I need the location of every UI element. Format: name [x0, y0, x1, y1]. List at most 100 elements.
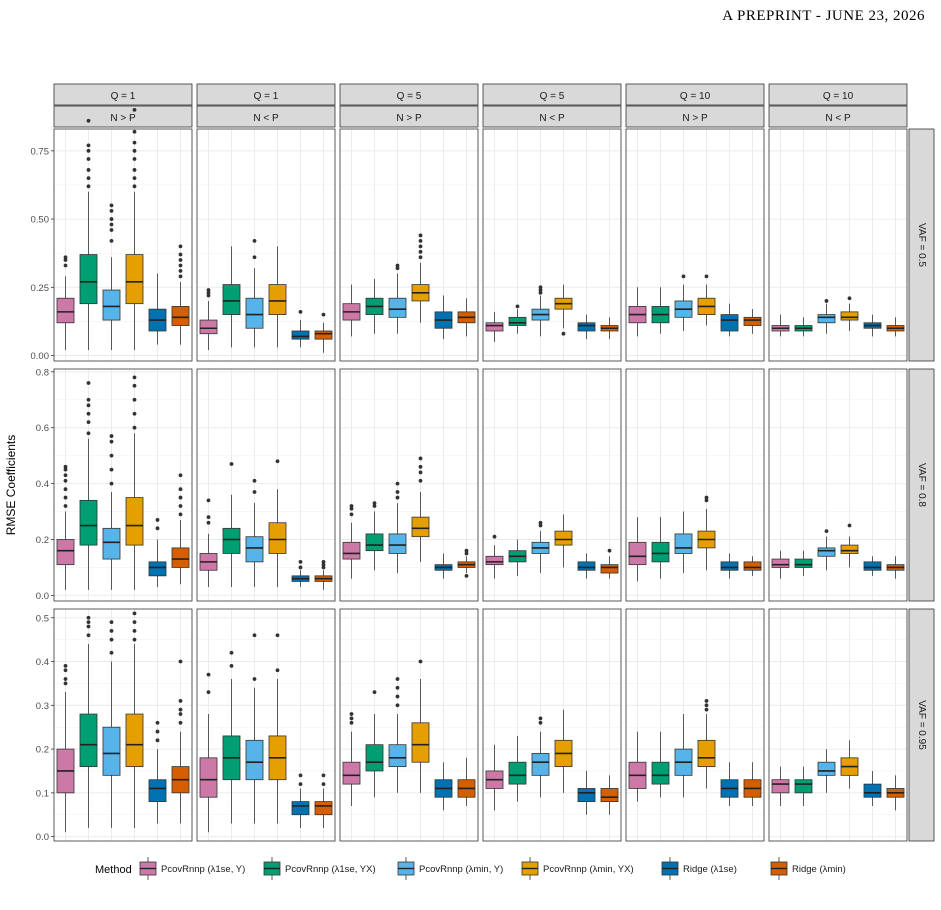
outlier-point	[464, 548, 469, 553]
outlier-point	[132, 375, 137, 380]
box-body	[314, 330, 333, 340]
outlier-point	[178, 720, 183, 725]
box-body	[199, 757, 218, 798]
outlier-point	[321, 312, 326, 317]
panel-background	[626, 369, 764, 601]
panel-background	[626, 609, 764, 841]
outlier-point	[132, 611, 137, 616]
outlier-point	[395, 490, 400, 494]
column-strip-np	[339, 105, 479, 128]
outlier-point	[704, 699, 709, 703]
panel-background	[769, 369, 907, 601]
outlier-point	[86, 118, 91, 123]
box-body	[485, 555, 504, 566]
panel-border	[625, 608, 765, 842]
box-body	[342, 761, 361, 785]
outlier-point	[824, 529, 829, 534]
panel-background	[626, 129, 764, 361]
y-tick-label: 0.4	[36, 479, 49, 490]
outlier-point	[704, 707, 709, 712]
panel-background	[197, 129, 335, 361]
outlier-point	[206, 520, 211, 525]
column-strip-q-label: Q = 5	[397, 91, 422, 102]
outlier-point	[395, 266, 400, 271]
y-tick-label: 0.0	[36, 832, 49, 843]
outlier-point	[178, 487, 183, 492]
outlier-point	[155, 720, 160, 725]
outlier-point	[349, 712, 354, 716]
box-body	[600, 788, 619, 803]
outlier-point	[86, 403, 91, 408]
outlier-point	[395, 694, 400, 699]
outlier-point	[178, 495, 183, 500]
outlier-point	[63, 263, 68, 268]
column-strip-np-label: N > P	[110, 113, 136, 124]
outlier-point	[229, 650, 234, 655]
box-body	[577, 788, 596, 803]
outlier-point	[492, 534, 497, 539]
column-strip-np-label: N > P	[396, 113, 422, 124]
outlier-point	[86, 143, 91, 148]
panel	[482, 128, 622, 362]
box-body	[817, 547, 836, 557]
y-tick-label: 0.50	[31, 215, 50, 226]
box-body	[222, 284, 241, 316]
outlier-point	[63, 478, 68, 483]
outlier-point	[132, 107, 137, 112]
outlier-point	[321, 559, 326, 564]
outlier-point	[229, 462, 234, 466]
box-body	[291, 330, 310, 340]
outlier-point	[132, 148, 137, 153]
box-body	[388, 533, 407, 554]
outlier-point	[178, 244, 183, 249]
outlier-point	[538, 288, 543, 292]
column-strip-np	[625, 105, 765, 128]
outlier-point	[704, 274, 709, 279]
column-strip-np	[196, 105, 336, 128]
outlier-point	[298, 782, 303, 786]
panel-border	[53, 608, 193, 842]
y-tick-label: 0.4	[36, 657, 49, 668]
outlier-point	[63, 504, 68, 508]
outlier-point	[86, 620, 91, 625]
column-strip-q	[768, 83, 908, 106]
outlier-point	[132, 411, 137, 416]
outlier-point	[63, 464, 68, 469]
box-body	[79, 713, 98, 767]
box-body	[199, 319, 218, 335]
outlier-point	[206, 290, 211, 295]
outlier-point	[418, 456, 423, 461]
outlier-point	[178, 504, 183, 508]
panel-border	[53, 368, 193, 602]
outlier-point	[109, 467, 114, 472]
column-strip-np-label: N > P	[682, 113, 708, 124]
y-tick-label: 0.2	[36, 535, 49, 546]
outlier-point	[252, 255, 257, 260]
box-body	[840, 311, 859, 321]
panel	[482, 608, 622, 842]
outlier-point	[132, 184, 137, 189]
outlier-point	[252, 490, 257, 494]
panel-background	[769, 129, 907, 361]
outlier-point	[464, 551, 469, 556]
outlier-point	[515, 304, 520, 309]
panel-background	[340, 369, 478, 601]
panel-border	[482, 608, 622, 842]
outlier-point	[178, 659, 183, 664]
legend-label: PcovRnnp (λmin, Y)	[419, 864, 503, 875]
row-strip	[908, 368, 935, 602]
outlier-point	[109, 222, 114, 227]
box-body	[388, 744, 407, 767]
outlier-point	[86, 624, 91, 629]
panel-background	[340, 129, 478, 361]
box-body	[245, 536, 264, 563]
panel-border	[625, 128, 765, 362]
box-body	[171, 306, 190, 326]
outlier-point	[252, 633, 257, 638]
box-body	[102, 726, 121, 776]
box-body	[600, 564, 619, 574]
box-body	[651, 761, 670, 785]
y-tick-label: 0.0	[36, 591, 49, 602]
y-tick-label: 0.3	[36, 701, 49, 712]
outlier-point	[109, 228, 114, 232]
